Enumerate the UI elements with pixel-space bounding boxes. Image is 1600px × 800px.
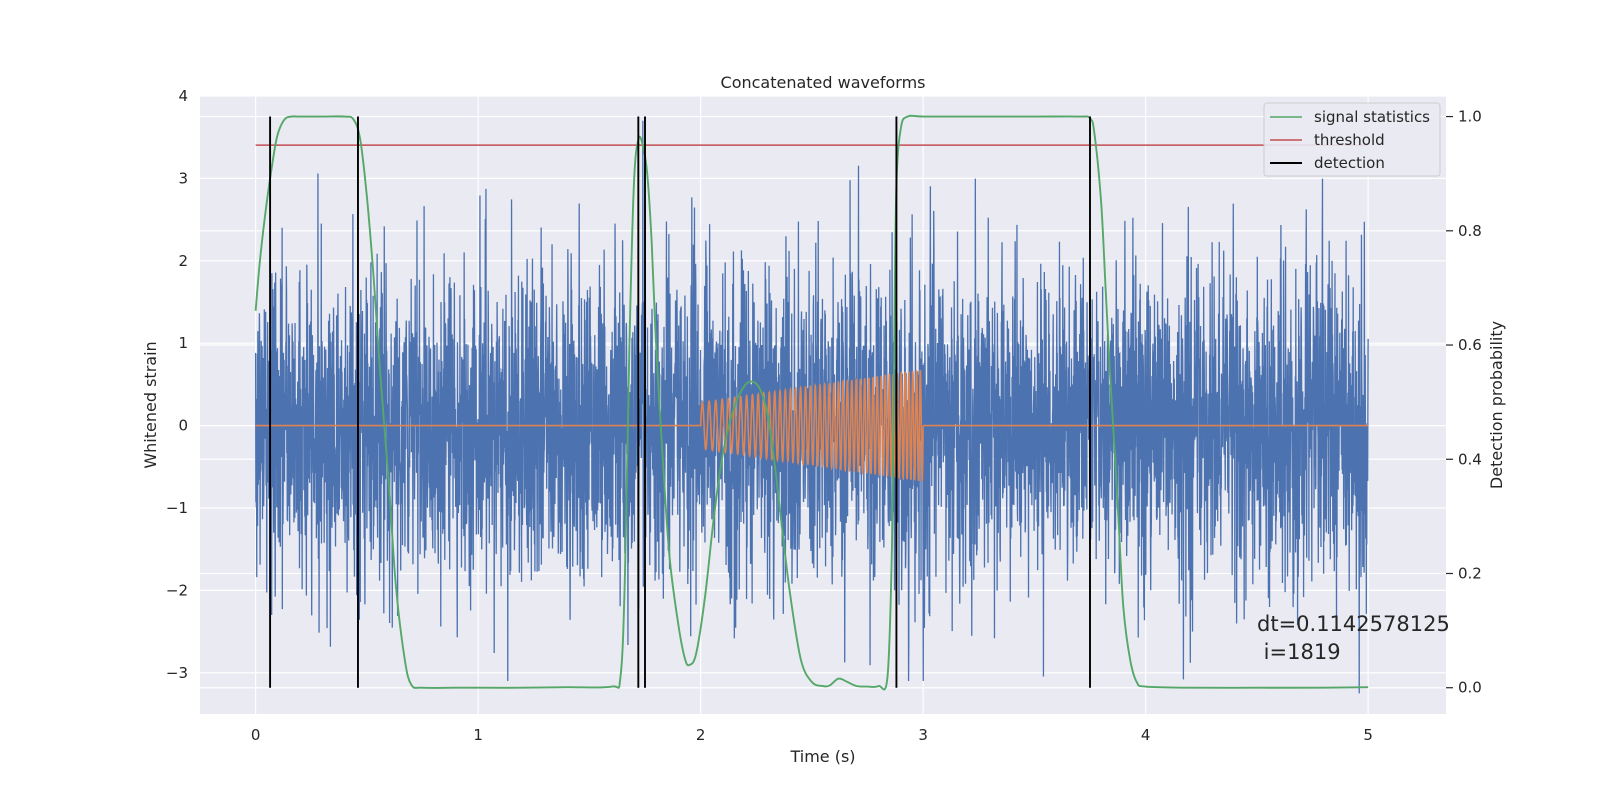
x-tick-label: 2 [696, 726, 706, 744]
noise-series-line [254, 120, 1369, 694]
tick-labels: 0 1 2 3 4 5 −3 −2 −1 0 1 2 3 4 0.0 0.2 0.4 0.6 0.8 1.0 [166, 87, 1482, 744]
legend-label-threshold: threshold [1314, 131, 1385, 149]
x-tick-label: 0 [251, 726, 261, 744]
y-tick-label: 2 [178, 252, 188, 270]
x-tick-label: 1 [473, 726, 483, 744]
y-tick-label: 4 [178, 87, 188, 105]
y2-axis-label: Detection probability [1487, 321, 1506, 489]
legend: signal statistics threshold detection [1263, 102, 1441, 177]
y2-tick-label: 0.8 [1458, 222, 1482, 240]
y-tick-label: −2 [166, 581, 188, 599]
legend-label-statistic: signal statistics [1314, 108, 1430, 126]
y-tick-label: 3 [178, 169, 188, 187]
y-tick-label: 0 [178, 417, 188, 435]
y2-tick-label: 0.6 [1458, 336, 1482, 354]
annotation-index: i=1819 [1257, 640, 1341, 664]
y2-tick-label: 0.2 [1458, 564, 1482, 582]
y2-tick-label: 1.0 [1458, 108, 1482, 126]
annotation-dt: dt=0.1142578125 [1257, 612, 1450, 636]
y-tick-label: 1 [178, 334, 188, 352]
injected-chirp-line [255, 369, 1369, 482]
y-tick-label: −3 [166, 664, 188, 682]
x-axis-label: Time (s) [789, 747, 855, 766]
x-tick-label: 4 [1141, 726, 1151, 744]
legend-label-detection: detection [1314, 154, 1385, 172]
legend-box [1263, 102, 1441, 177]
y2-tick-label: 0.0 [1458, 679, 1482, 697]
plot-marks [254, 114, 1369, 694]
x-tick-label: 5 [1363, 726, 1373, 744]
chart-title: Concatenated waveforms [721, 73, 926, 92]
y2-tick-label: 0.4 [1458, 450, 1482, 468]
y-axis-label: Whitened strain [141, 341, 160, 468]
x-tick-label: 3 [918, 726, 928, 744]
y-tick-label: −1 [166, 499, 188, 517]
